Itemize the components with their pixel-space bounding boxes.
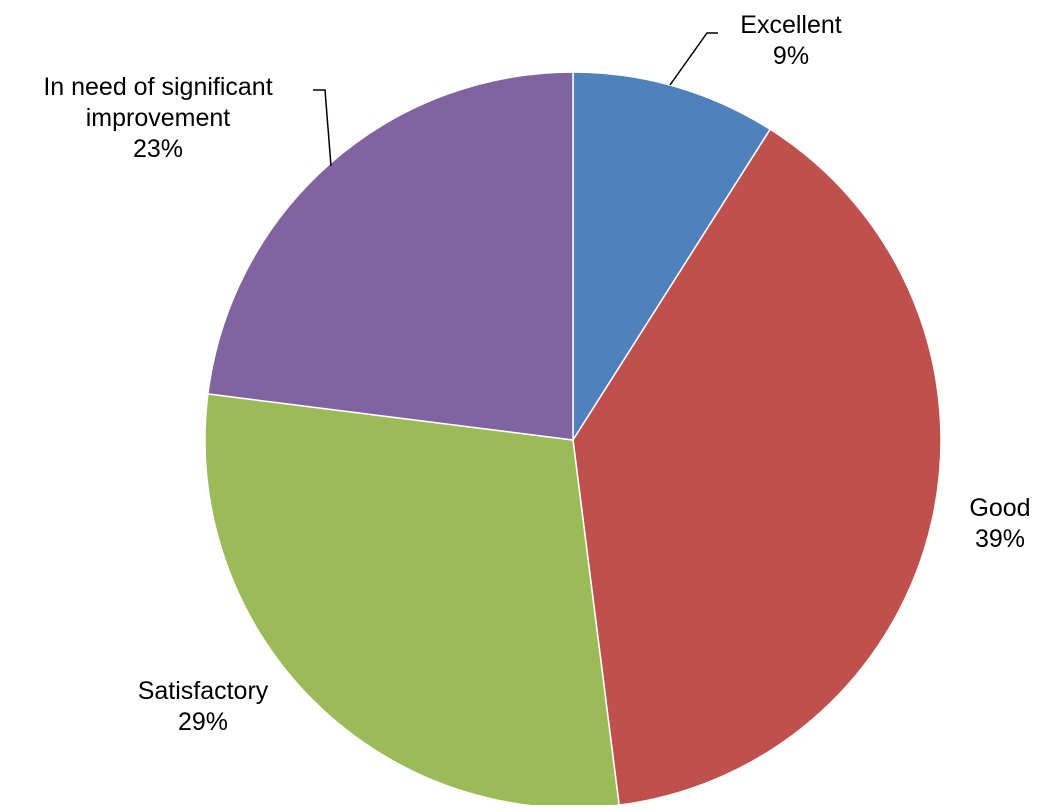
data-label-satisfactory: Satisfactory 29% — [138, 677, 269, 736]
pie-slices — [204, 71, 942, 809]
leader-line-excellent — [669, 32, 718, 86]
data-label-excellent: Excellent 9% — [740, 11, 841, 70]
leader-line-in-need-of-significant-improvement — [313, 89, 332, 167]
data-labels: Excellent 9% Good 39% Satisfactory 29% In need… — [43, 11, 1030, 736]
pie-slice-excellent — [572, 71, 772, 443]
leader-lines — [313, 32, 718, 167]
pie-slice-satisfactory — [204, 393, 620, 809]
data-label-good: Good 39% — [969, 494, 1030, 553]
pie-slice-good — [572, 128, 942, 806]
pie-slice-in-need-of-significant-improvement — [207, 71, 574, 441]
data-label-in-need-of-significant-improvement: In need of significant improvement 23% — [43, 73, 272, 163]
